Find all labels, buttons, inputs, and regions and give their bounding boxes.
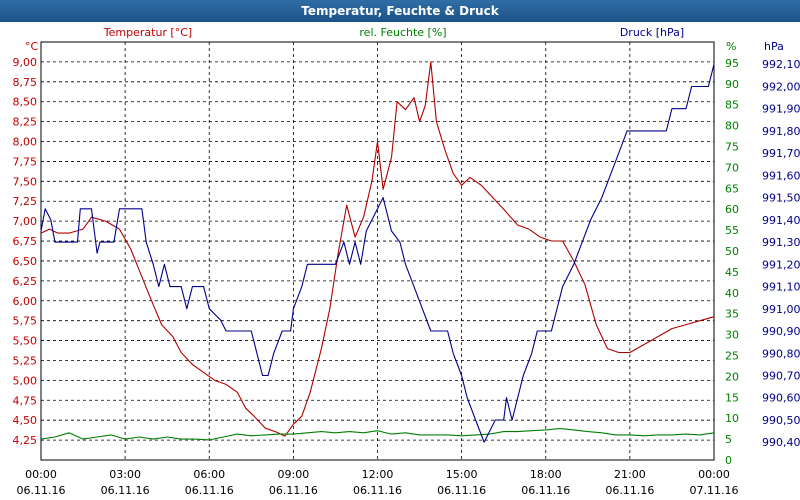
- temp-tick-label: 8,75: [13, 76, 38, 89]
- pressure-axis-ticks: 992,10 992,00 991,90 991,80 991,70 991,60 991,…: [762, 58, 800, 449]
- pressure-tick-label: 991,70: [762, 147, 800, 160]
- temp-unit-label: °C: [25, 40, 39, 53]
- humidity-tick-label: 90: [725, 78, 739, 91]
- pressure-tick-label: 992,00: [762, 80, 800, 93]
- pressure-tick-label: 991,40: [762, 214, 800, 227]
- humidity-tick-label: 95: [725, 57, 739, 70]
- chart-title: Temperatur, Feuchte & Druck: [0, 0, 800, 22]
- date-tick-label: 06.11.16: [101, 484, 150, 497]
- humidity-tick-label: 10: [725, 412, 739, 425]
- humidity-tick-label: 70: [725, 161, 739, 174]
- date-tick-label: 06.11.16: [605, 484, 654, 497]
- pressure-tick-label: 990,60: [762, 392, 800, 405]
- humidity-tick-label: 45: [725, 266, 739, 279]
- time-tick-label: 15:00: [446, 468, 478, 481]
- temp-tick-label: 6,75: [13, 235, 38, 248]
- humidity-tick-label: 40: [725, 287, 739, 300]
- time-tick-label: 00:00: [25, 468, 57, 481]
- temp-tick-label: 6,50: [13, 255, 38, 268]
- temp-tick-label: 5,25: [13, 354, 38, 367]
- pressure-tick-label: 990,50: [762, 414, 800, 427]
- pressure-tick-label: 991,20: [762, 258, 800, 271]
- humidity-tick-label: 35: [725, 308, 739, 321]
- time-tick-label: 09:00: [278, 468, 310, 481]
- temp-tick-label: 7,75: [13, 155, 38, 168]
- temp-tick-label: 8,50: [13, 96, 38, 109]
- time-tick-label: 21:00: [614, 468, 646, 481]
- time-tick-label: 18:00: [530, 468, 562, 481]
- pressure-tick-label: 992,10: [762, 58, 800, 71]
- temp-tick-label: 4,75: [13, 394, 38, 407]
- temp-axis-title: Temperatur [°C]: [103, 26, 192, 39]
- temp-tick-label: 7,50: [13, 175, 38, 188]
- temp-tick-label: 8,25: [13, 116, 38, 129]
- pressure-tick-label: 991,30: [762, 236, 800, 249]
- humidity-unit-label: %: [726, 40, 736, 53]
- pressure-tick-label: 990,70: [762, 370, 800, 383]
- pressure-tick-label: 990,90: [762, 325, 800, 338]
- date-tick-label: 06.11.16: [437, 484, 486, 497]
- date-tick-label: 07.11.16: [690, 484, 739, 497]
- series-line-temp: [40, 61, 715, 437]
- temp-axis-ticks: 9,00 8,75 8,50 8,25 8,00 7,75 7,50 7,25 7,00 6,75…: [13, 56, 38, 447]
- temp-tick-label: 5,00: [13, 374, 38, 387]
- temp-tick-label: 4,25: [13, 434, 38, 447]
- pressure-tick-label: 990,80: [762, 347, 800, 360]
- humidity-tick-label: 30: [725, 329, 739, 342]
- pressure-tick-label: 991,80: [762, 125, 800, 138]
- date-tick-label: 06.11.16: [521, 484, 570, 497]
- humidity-tick-label: 0: [725, 454, 732, 467]
- time-axis-ticks: 00:00 06.11.16 03:00 06.11.16 06:00 06.11.16 0…: [17, 468, 739, 497]
- temp-tick-label: 7,25: [13, 195, 38, 208]
- temp-tick-label: 4,50: [13, 414, 38, 427]
- time-tick-label: 06:00: [193, 468, 225, 481]
- humidity-tick-label: 5: [725, 433, 732, 446]
- time-tick-label: 12:00: [362, 468, 394, 481]
- pressure-axis-title: Druck [hPa]: [620, 26, 684, 39]
- humidity-tick-label: 15: [725, 391, 739, 404]
- date-tick-label: 06.11.16: [185, 484, 234, 497]
- humidity-tick-label: 60: [725, 203, 739, 216]
- pressure-tick-label: 991,00: [762, 303, 800, 316]
- pressure-tick-label: 991,10: [762, 281, 800, 294]
- humidity-tick-label: 80: [725, 120, 739, 133]
- date-tick-label: 06.11.16: [269, 484, 318, 497]
- humidity-tick-label: 85: [725, 99, 739, 112]
- humidity-tick-label: 25: [725, 350, 739, 363]
- humidity-tick-label: 55: [725, 224, 739, 237]
- axis-headers: °C Temperatur [°C] rel. Feuchte [%]% Druck …: [25, 26, 784, 53]
- date-tick-label: 06.11.16: [17, 484, 66, 497]
- temp-tick-label: 9,00: [13, 56, 38, 69]
- pressure-tick-label: 990,40: [762, 436, 800, 449]
- humidity-axis-title: rel. Feuchte [%]: [359, 26, 446, 39]
- humidity-tick-label: 75: [725, 141, 739, 154]
- time-tick-label: 03:00: [109, 468, 141, 481]
- humidity-tick-label: 65: [725, 182, 739, 195]
- temp-tick-label: 7,00: [13, 215, 38, 228]
- humidity-tick-label: 20: [725, 370, 739, 383]
- grid-lines: [41, 42, 714, 460]
- series-line-hum: [40, 428, 715, 441]
- temp-tick-label: 6,25: [13, 275, 38, 288]
- series-line-pres: [40, 64, 715, 443]
- date-tick-label: 06.11.16: [353, 484, 402, 497]
- temp-tick-label: 8,00: [13, 136, 38, 149]
- time-tick-label: 00:00: [698, 468, 730, 481]
- series-lines: [40, 61, 715, 443]
- pressure-unit-label: hPa: [764, 40, 784, 53]
- pressure-tick-label: 991,60: [762, 169, 800, 182]
- temp-tick-label: 5,75: [13, 315, 38, 328]
- humidity-tick-label: 50: [725, 245, 739, 258]
- temp-tick-label: 5,50: [13, 335, 38, 348]
- temp-tick-label: 6,00: [13, 295, 38, 308]
- pressure-tick-label: 991,50: [762, 192, 800, 205]
- pressure-tick-label: 991,90: [762, 103, 800, 116]
